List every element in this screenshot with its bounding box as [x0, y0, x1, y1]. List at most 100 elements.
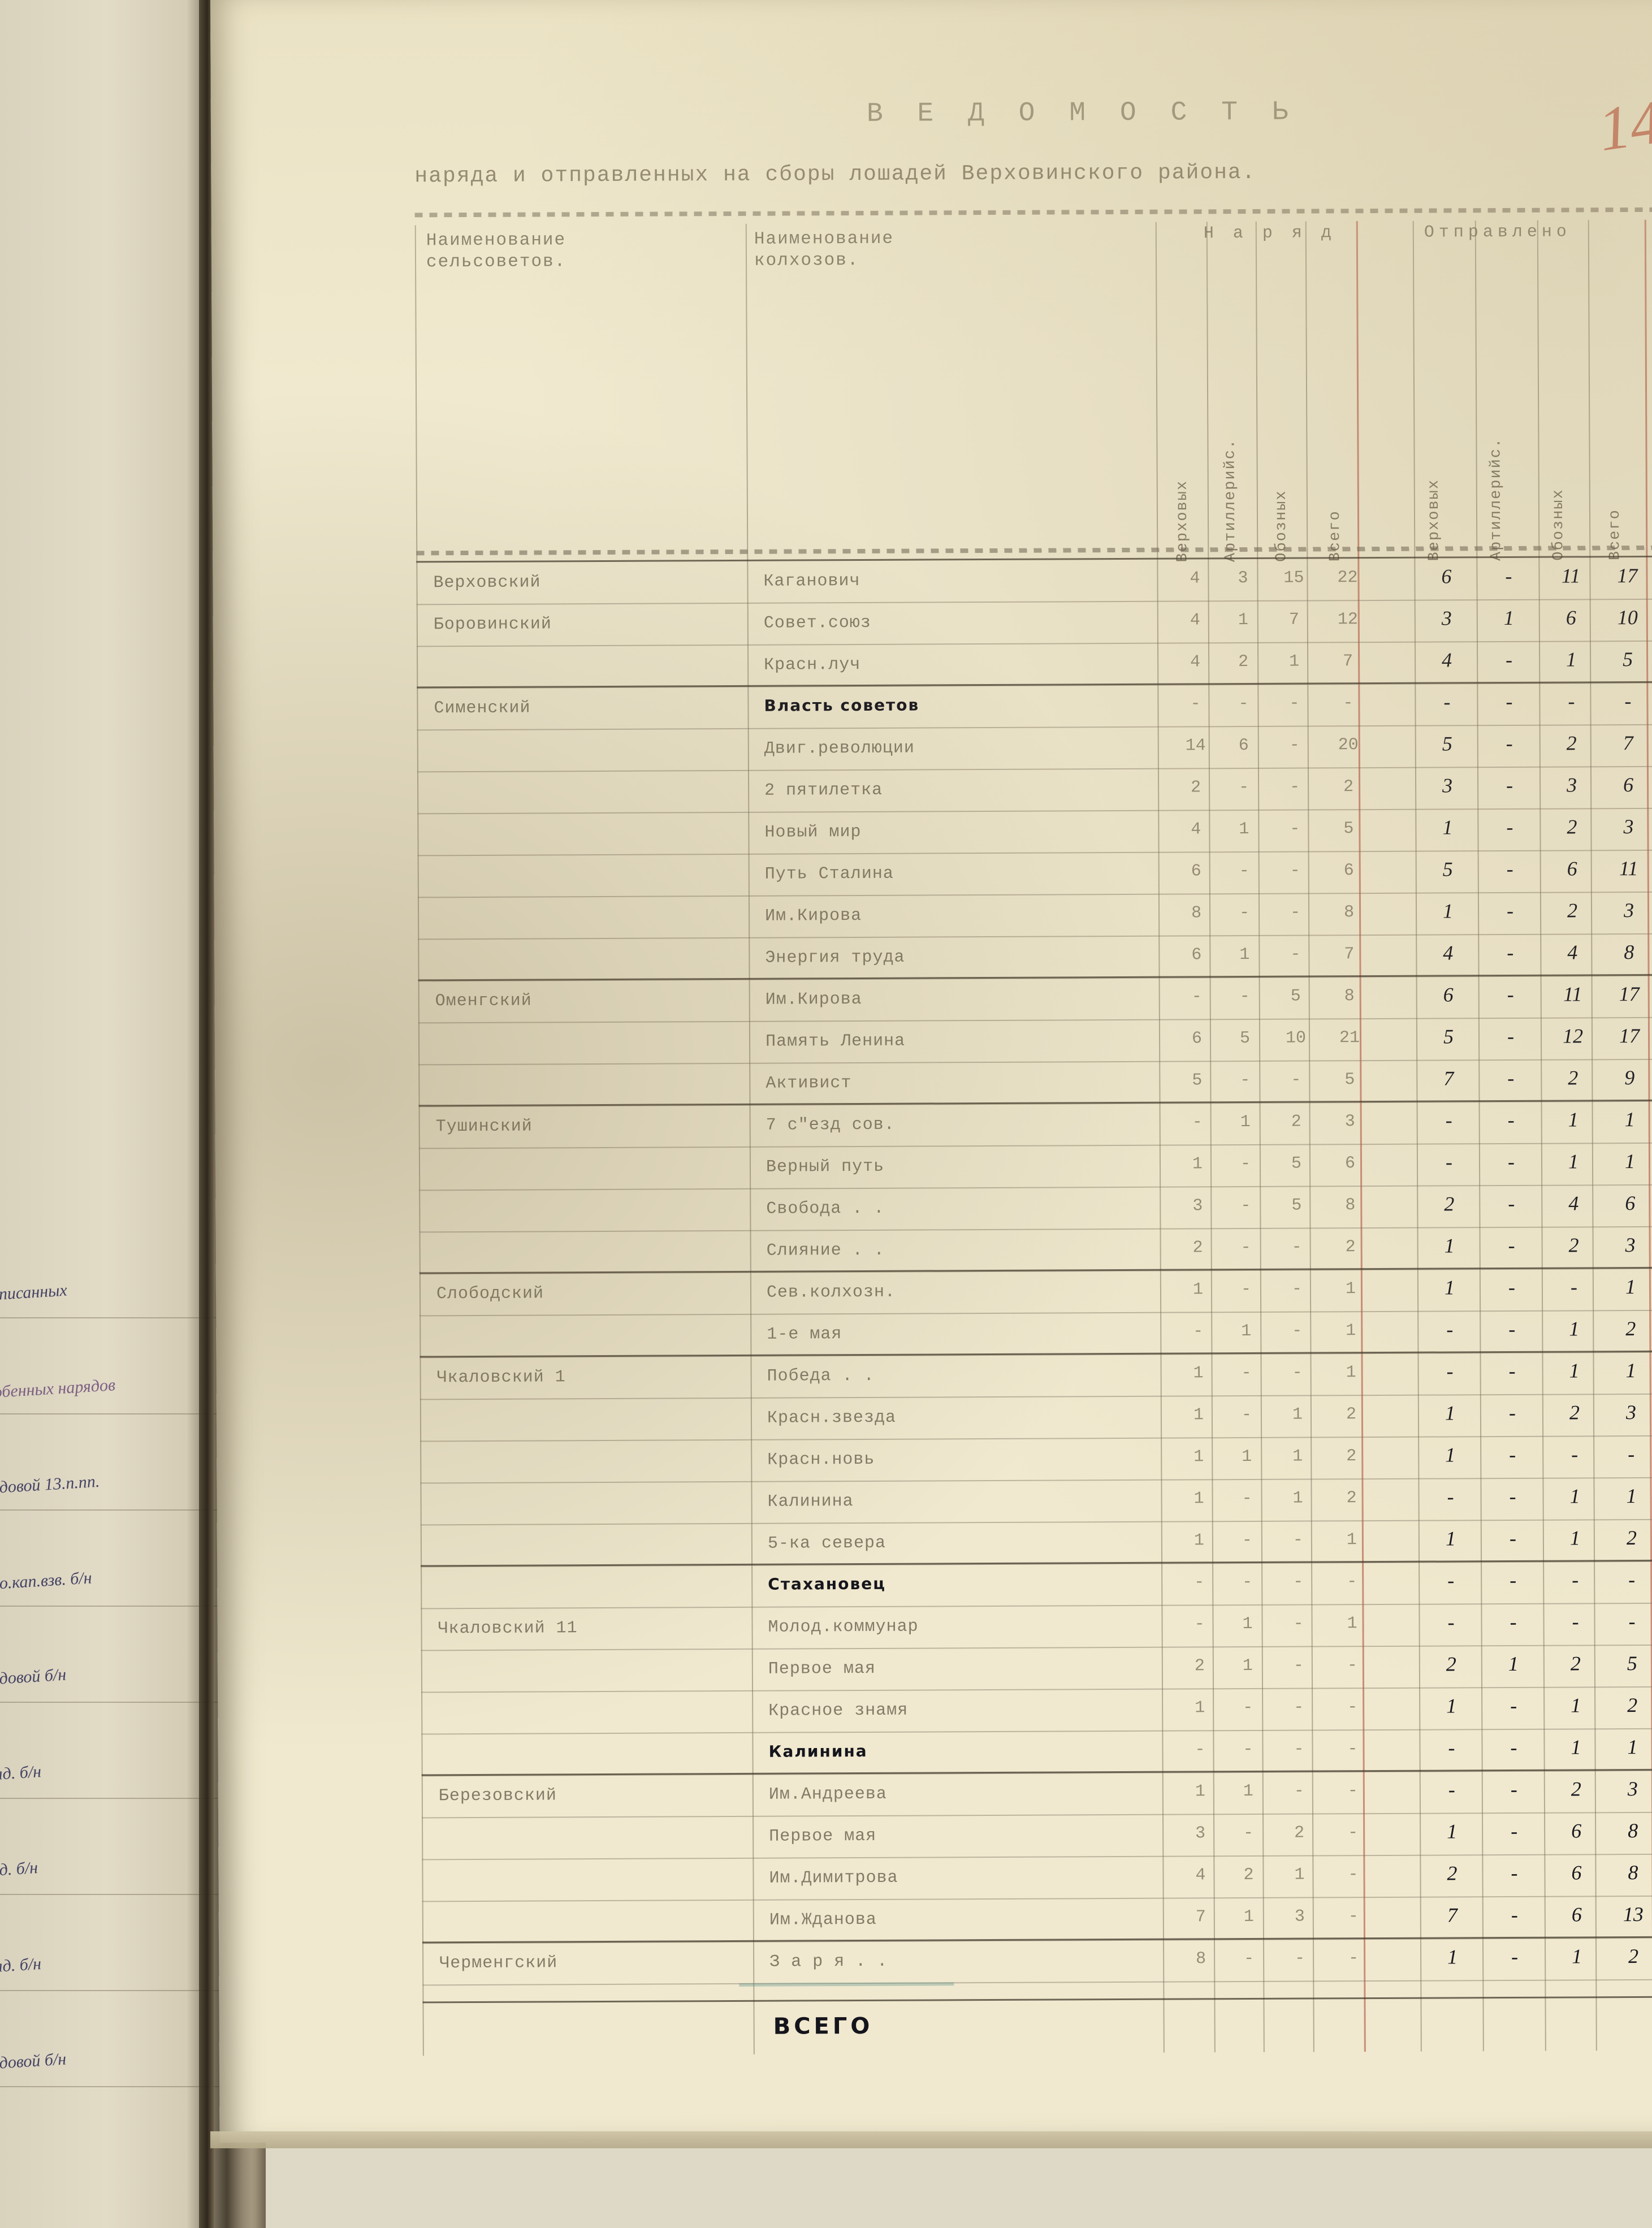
cell-naryad: - — [1190, 694, 1201, 714]
cell-naryad: 2 — [1346, 1447, 1357, 1466]
subcol-header-0-0: Верховых — [1174, 479, 1192, 563]
cell-naryad: 3 — [1294, 1907, 1305, 1927]
cell-kolkhoz: Слияние . . — [766, 1240, 885, 1261]
cell-selsovet: Слободский — [436, 1284, 544, 1304]
cell-kolkhoz: Красн.луч — [764, 655, 861, 675]
row-separator — [422, 1853, 1652, 1861]
cell-naryad: - — [1347, 1740, 1358, 1759]
cell-otpravleno: - — [1571, 1443, 1579, 1466]
cell-otpravleno: 1 — [1571, 1736, 1581, 1759]
cell-kolkhoz: Активист — [766, 1074, 852, 1093]
cell-kolkhoz: З а р я . . — [769, 1952, 888, 1972]
cell-otpravleno: 17 — [1617, 564, 1638, 587]
cell-otpravleno: - — [1509, 1526, 1516, 1550]
cell-otpravleno: 3 — [1442, 774, 1453, 797]
cell-kolkhoz: Энергия труда — [765, 948, 905, 968]
cell-otpravleno: 3 — [1623, 815, 1634, 838]
cell-otpravleno: - — [1506, 899, 1514, 923]
cell-naryad: 4 — [1190, 652, 1201, 672]
cell-naryad: 1 — [1294, 1865, 1305, 1885]
cell-otpravleno: - — [1628, 1443, 1635, 1466]
cell-naryad: - — [1241, 1363, 1252, 1383]
cell-naryad: - — [1291, 1238, 1302, 1257]
cell-naryad: - — [1293, 1656, 1304, 1676]
cell-otpravleno: 1 — [1444, 1234, 1455, 1257]
cell-otpravleno: - — [1507, 941, 1514, 964]
row-separator — [416, 640, 1652, 647]
group-header-naryad: Н а р я д — [1203, 223, 1336, 244]
underpage-handwriting: рядовой б/н — [0, 2049, 67, 2074]
group-separator — [421, 1559, 1652, 1567]
cell-otpravleno: 3 — [1625, 1401, 1637, 1424]
cell-naryad: - — [1243, 1823, 1254, 1844]
subcol-header-1-3: Всего — [1606, 509, 1624, 561]
cell-kolkhoz: Красн.новь — [767, 1450, 875, 1470]
cell-otpravleno: - — [1445, 1109, 1452, 1132]
cell-naryad: - — [1347, 1656, 1357, 1676]
cell-otpravleno: 6 — [1625, 1192, 1636, 1215]
cell-kolkhoz: 5-ка севера — [767, 1533, 886, 1554]
underpage-rule — [0, 1509, 237, 1511]
cell-kolkhoz: Стахановец — [768, 1574, 886, 1594]
cell-otpravleno: - — [1506, 815, 1513, 839]
cell-naryad: 7 — [1195, 1907, 1206, 1927]
cell-naryad: 2 — [1294, 1823, 1305, 1843]
cell-otpravleno: - — [1510, 1736, 1517, 1759]
group-separator — [418, 974, 1652, 981]
group-separator — [418, 1099, 1652, 1107]
subcol-header-1-0: Верховых — [1425, 478, 1443, 561]
cell-naryad: 14 — [1185, 736, 1206, 756]
table-left-border — [414, 225, 424, 2056]
cell-naryad: 6 — [1344, 1154, 1356, 1174]
cell-otpravleno: - — [1508, 1401, 1516, 1425]
cell-otpravleno: 1 — [1447, 1820, 1458, 1843]
cell-naryad: - — [1239, 861, 1249, 881]
cell-naryad: 1 — [1289, 652, 1300, 672]
cell-naryad: - — [1239, 903, 1250, 923]
cell-naryad: 6 — [1191, 945, 1202, 965]
cell-kolkhoz: 7 с"езд сов. — [766, 1115, 895, 1135]
column-divider — [1474, 220, 1484, 2052]
cell-kolkhoz: Память Ленина — [765, 1031, 906, 1052]
cell-kolkhoz: Новый мир — [764, 822, 862, 842]
cell-otpravleno: - — [1568, 690, 1575, 713]
cell-naryad: 1 — [1346, 1321, 1356, 1341]
cell-otpravleno: - — [1508, 1317, 1516, 1341]
cell-otpravleno: 2 — [1567, 899, 1578, 922]
cell-otpravleno: 2 — [1570, 1652, 1581, 1675]
cell-kolkhoz: Красн.звезда — [767, 1408, 897, 1428]
row-separator — [420, 1518, 1652, 1526]
cell-naryad: - — [1289, 736, 1300, 755]
cell-kolkhoz: Им.Жданова — [769, 1910, 877, 1930]
cell-otpravleno: 1 — [1626, 1485, 1637, 1508]
cell-naryad: 1 — [1242, 1614, 1253, 1634]
cell-otpravleno: 17 — [1619, 982, 1640, 1006]
cell-otpravleno: - — [1507, 1150, 1515, 1174]
cell-otpravleno: 2 — [1446, 1652, 1456, 1676]
cell-kolkhoz: Им.Кирова — [765, 906, 862, 926]
cell-otpravleno: 1 — [1445, 1401, 1456, 1425]
cell-otpravleno: 6 — [1441, 565, 1452, 588]
column-divider — [1644, 219, 1652, 2050]
cell-otpravleno: 8 — [1628, 1819, 1638, 1842]
group-separator — [422, 1936, 1652, 1944]
cell-naryad: 8 — [1343, 903, 1355, 923]
group-separator — [417, 681, 1652, 689]
cell-naryad: 1 — [1242, 1656, 1253, 1676]
cell-otpravleno: 1 — [1572, 1945, 1582, 1968]
subcol-header-1-2: Обозных — [1550, 488, 1568, 561]
cell-otpravleno: - — [1508, 1234, 1515, 1257]
column-divider — [745, 223, 755, 2054]
cell-naryad: 22 — [1337, 568, 1358, 588]
cell-naryad: - — [1242, 1489, 1252, 1509]
underpage-rule — [0, 1702, 237, 1703]
cell-otpravleno: 1 — [1569, 1526, 1580, 1550]
cell-naryad: - — [1347, 1698, 1358, 1717]
cell-naryad: 3 — [1238, 569, 1248, 589]
cell-otpravleno: 8 — [1628, 1861, 1638, 1884]
cell-otpravleno: 4 — [1442, 648, 1452, 672]
column-divider — [1305, 221, 1314, 2052]
cell-naryad: - — [1240, 1279, 1252, 1300]
cell-otpravleno: - — [1445, 1150, 1453, 1174]
